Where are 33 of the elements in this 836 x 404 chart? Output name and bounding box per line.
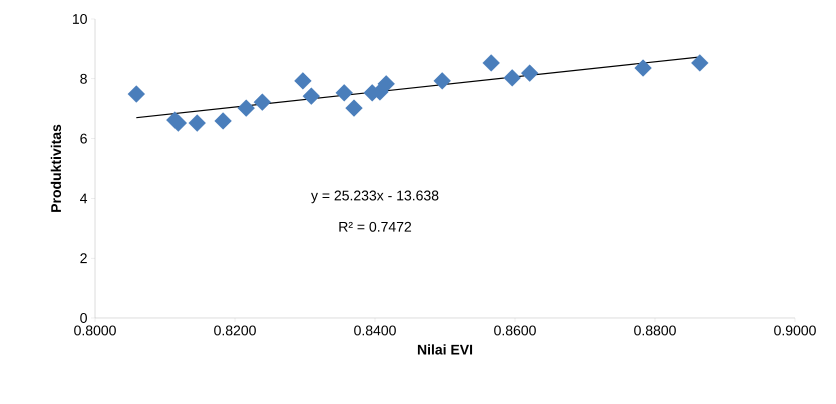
point bbox=[170, 114, 187, 132]
y-tick-label: 4 bbox=[80, 194, 88, 204]
y-tick-label: 0 bbox=[80, 313, 87, 323]
point bbox=[188, 114, 206, 132]
point bbox=[634, 59, 652, 77]
point bbox=[214, 112, 232, 130]
x-tick-label: 0.8000 bbox=[74, 326, 116, 336]
x-tick-label: 0.8200 bbox=[214, 326, 256, 336]
point bbox=[302, 87, 320, 105]
point bbox=[294, 72, 312, 90]
point bbox=[378, 75, 395, 93]
y-tick-label: 10 bbox=[72, 14, 87, 24]
point bbox=[504, 69, 521, 87]
point bbox=[128, 85, 145, 103]
point bbox=[254, 93, 271, 111]
y-tick-label: 8 bbox=[80, 74, 87, 84]
annotation: y = 25.233x - 13.638 bbox=[311, 190, 438, 204]
x-tick-label: 0.8600 bbox=[494, 326, 536, 336]
point bbox=[482, 54, 500, 72]
y-axis-title: Produktivitas bbox=[50, 124, 62, 212]
y-tick-label: 6 bbox=[80, 134, 87, 144]
x-tick-label: 0.8400 bbox=[354, 326, 396, 336]
x-tick-label: 0.8800 bbox=[634, 326, 676, 336]
point bbox=[434, 72, 451, 90]
y-tick-label: 2 bbox=[80, 253, 87, 264]
point bbox=[336, 84, 353, 102]
point bbox=[345, 99, 363, 117]
point bbox=[238, 99, 255, 117]
point bbox=[521, 64, 538, 82]
point bbox=[691, 54, 708, 72]
x-axis-title: Nilai EVI bbox=[418, 344, 472, 355]
annotation: R² = 0.7472 bbox=[339, 222, 412, 232]
x-tick-label: 0.9000 bbox=[774, 326, 816, 336]
